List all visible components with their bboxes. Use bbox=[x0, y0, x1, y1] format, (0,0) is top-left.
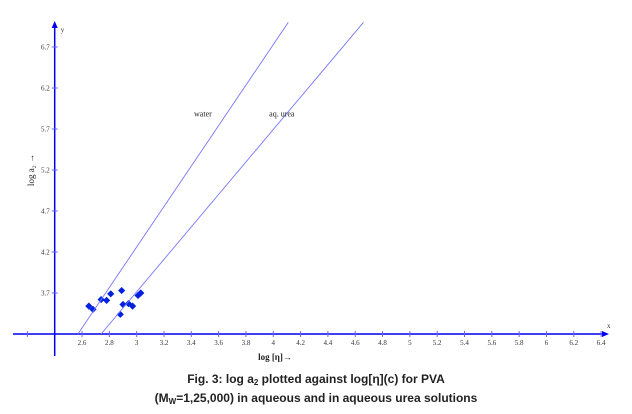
y-tick-label: 4.7 bbox=[41, 208, 50, 216]
fit-line-water bbox=[77, 22, 289, 335]
x-tick-label: 6 bbox=[545, 339, 549, 347]
x-tick-label: 2.6 bbox=[78, 339, 87, 347]
y-axis-label: log a₂ → bbox=[26, 154, 36, 186]
x-tick-label: 4.8 bbox=[378, 339, 387, 347]
x-tick-label: 6.2 bbox=[569, 339, 578, 347]
x-axis-label: log [η]→ bbox=[258, 352, 292, 362]
chart: x y 2.6 2.8 3 3.2 3.4 3.6 3.8 4 4.2 4.4 4.6 4.8 5 5.2 5.… bbox=[13, 21, 611, 362]
x-tick-label: 4.2 bbox=[296, 339, 305, 347]
x-tick-label: 5.8 bbox=[515, 339, 524, 347]
x-tick-label: 6.4 bbox=[597, 339, 606, 347]
x-tick-label: 2.8 bbox=[105, 339, 114, 347]
data-point bbox=[119, 300, 127, 309]
caption-text: (M bbox=[154, 391, 169, 405]
figure-caption-line-2: (MW=1,25,000) in aqueous and in aqueous … bbox=[0, 391, 632, 407]
data-point bbox=[116, 310, 124, 318]
caption-subscript: 2 bbox=[253, 378, 259, 387]
y-tick-label: 3.7 bbox=[41, 290, 50, 298]
x-tick-label: 5 bbox=[408, 339, 412, 347]
data-point bbox=[128, 302, 137, 310]
data-point bbox=[134, 291, 142, 300]
x-tick-label: 3.4 bbox=[187, 339, 196, 347]
x-tick-label: 4 bbox=[272, 339, 276, 347]
x-tick-label: 3.2 bbox=[160, 339, 169, 347]
data-point bbox=[137, 289, 145, 297]
x-tick-label: 4.4 bbox=[324, 339, 333, 347]
x-tick-label: 5.4 bbox=[460, 339, 469, 347]
x-tick-label: 3 bbox=[135, 339, 139, 347]
x-tick-label: 5.6 bbox=[487, 339, 496, 347]
y-tick-label: 5.2 bbox=[41, 167, 50, 175]
data-point bbox=[89, 305, 97, 313]
fit-line-aq-urea bbox=[100, 22, 364, 335]
x-tick-label: 5.2 bbox=[433, 339, 442, 347]
y-tick-label: 6.2 bbox=[41, 85, 50, 93]
x-tick-label: 4.6 bbox=[351, 339, 360, 347]
y-tick-label: 4.2 bbox=[41, 249, 50, 257]
figure-caption-line-1: Fig. 3: log a2 plotted against log[η](c)… bbox=[0, 372, 632, 388]
data-point bbox=[85, 302, 93, 310]
y-tick-label: 5.7 bbox=[41, 126, 50, 134]
y-axis-arrow bbox=[51, 21, 58, 28]
x-axis-arrow bbox=[602, 331, 609, 337]
x-tick-label: 3.6 bbox=[214, 339, 223, 347]
data-point bbox=[124, 300, 133, 308]
caption-text: Fig. 3: log a bbox=[187, 372, 254, 386]
line-label: water bbox=[194, 110, 212, 119]
line-label: aq. urea bbox=[269, 110, 295, 119]
caption-text: =1,25,000) in aqueous and in aqueous ure… bbox=[176, 391, 478, 405]
x-tick-label: 3.8 bbox=[242, 339, 251, 347]
data-point bbox=[103, 296, 111, 304]
caption-subscript: W bbox=[168, 397, 177, 406]
y-tick-label: 6.7 bbox=[41, 44, 50, 52]
y-axis-letter: y bbox=[61, 26, 65, 34]
caption-text: plotted against log[η](c) for PVA bbox=[258, 372, 445, 386]
data-point bbox=[107, 290, 115, 298]
data-point bbox=[118, 286, 126, 295]
x-axis-letter: x bbox=[607, 322, 611, 330]
